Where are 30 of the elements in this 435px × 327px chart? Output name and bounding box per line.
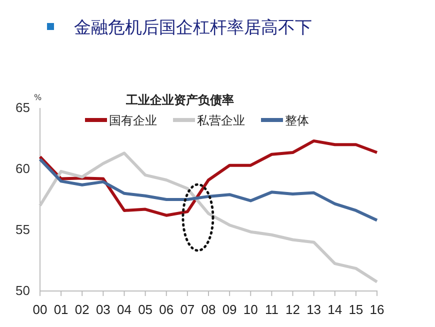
chart-subtitle: 工业企业资产负债率 <box>125 93 234 107</box>
chart-title: 金融危机后国企杠杆率居高不下 <box>74 18 312 38</box>
x-tick-label: 11 <box>264 302 278 318</box>
x-tick-label: 01 <box>54 302 68 318</box>
line-series <box>38 158 378 222</box>
x-tick-label: 16 <box>370 302 384 318</box>
x-tick-label: 09 <box>222 302 237 318</box>
x-tick-label: 13 <box>306 302 322 318</box>
legend-label: 私营企业 <box>197 114 245 128</box>
legend-label: 整体 <box>285 114 309 128</box>
x-tick-label: 06 <box>159 302 174 318</box>
y-tick-label: 60 <box>16 161 30 176</box>
x-tick-label: 00 <box>32 302 48 318</box>
x-tick-label: 10 <box>243 302 258 318</box>
y-axis-title: % <box>34 93 42 102</box>
x-tick-label: 08 <box>201 302 216 318</box>
x-tick-label: 14 <box>328 302 342 318</box>
x-tick-label: 12 <box>286 302 300 318</box>
x-tick-label: 03 <box>96 302 110 318</box>
legend-label: 国有企业 <box>109 114 157 128</box>
line-series <box>38 139 378 217</box>
line-series <box>38 152 378 284</box>
x-tick-label: 15 <box>348 302 364 318</box>
x-tick-label: 05 <box>138 302 153 318</box>
y-tick-label: 65 <box>16 100 30 116</box>
x-tick-label: 04 <box>117 302 132 318</box>
x-tick-label: 07 <box>180 302 195 318</box>
x-tick-label: 02 <box>74 302 90 318</box>
y-tick-label: 55 <box>16 222 30 238</box>
y-tick-label: 50 <box>16 283 30 298</box>
